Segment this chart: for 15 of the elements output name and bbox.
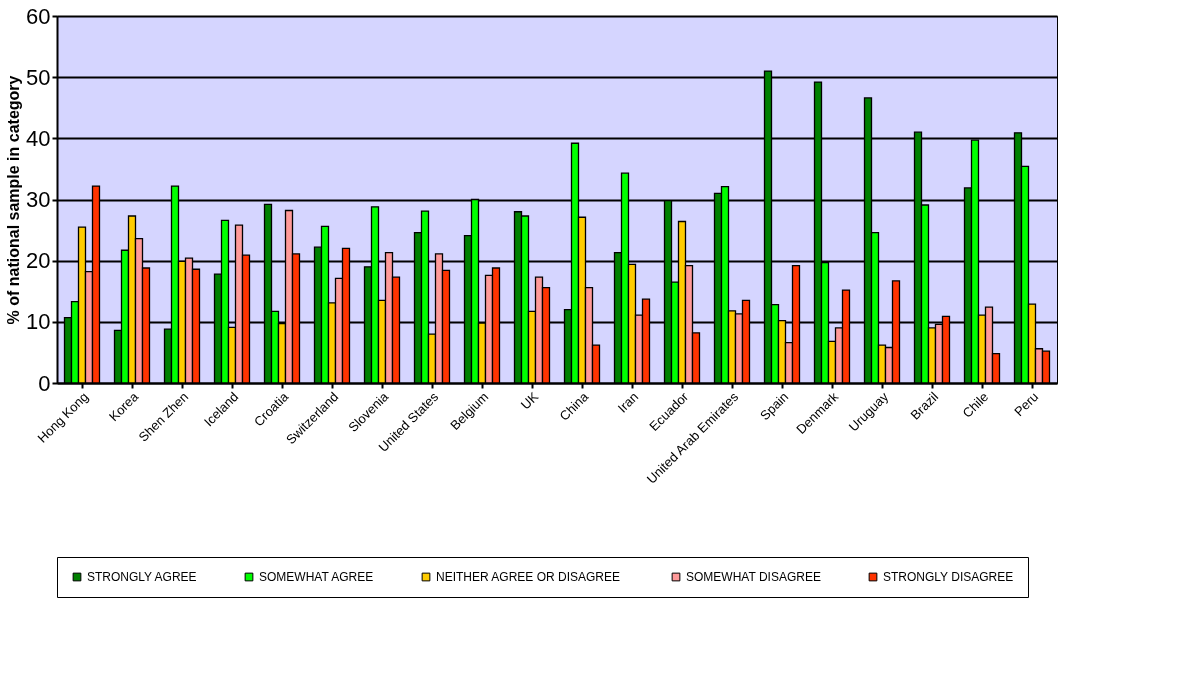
y-tick-label: 20 [26,248,51,274]
y-tick-label: 50 [26,64,51,90]
legend-label: STRONGLY AGREE [87,570,197,584]
x-tick-label: UK [517,388,542,413]
y-tick-label: 60 [26,3,51,29]
y-tick-label: 30 [26,187,51,212]
legend-label: SOMEWHAT AGREE [259,570,374,584]
legend-label: NEITHER AGREE OR DISAGREE [436,570,621,584]
y-tick-label: 40 [26,125,51,151]
y-tick-label: 10 [26,309,51,335]
legend-label: SOMEWHAT DISAGREE [686,570,821,584]
y-tick-label: 0 [38,370,51,396]
legend-label: STRONGLY DISAGREE [883,570,1014,584]
x-tick-label: Iran [614,389,642,416]
y-axis-title: % of national sample in category [5,75,23,325]
